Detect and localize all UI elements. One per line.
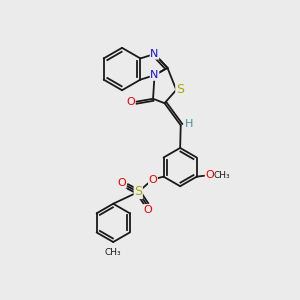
Text: O: O xyxy=(205,170,214,180)
Text: S: S xyxy=(134,185,142,199)
Text: O: O xyxy=(148,176,157,185)
Text: N: N xyxy=(150,49,159,59)
Text: N: N xyxy=(150,70,159,80)
Text: H: H xyxy=(185,119,193,129)
Text: O: O xyxy=(117,178,126,188)
Text: O: O xyxy=(126,97,135,107)
Text: CH₃: CH₃ xyxy=(213,171,230,180)
Text: O: O xyxy=(144,205,152,214)
Text: CH₃: CH₃ xyxy=(105,248,122,257)
Text: S: S xyxy=(176,83,184,96)
